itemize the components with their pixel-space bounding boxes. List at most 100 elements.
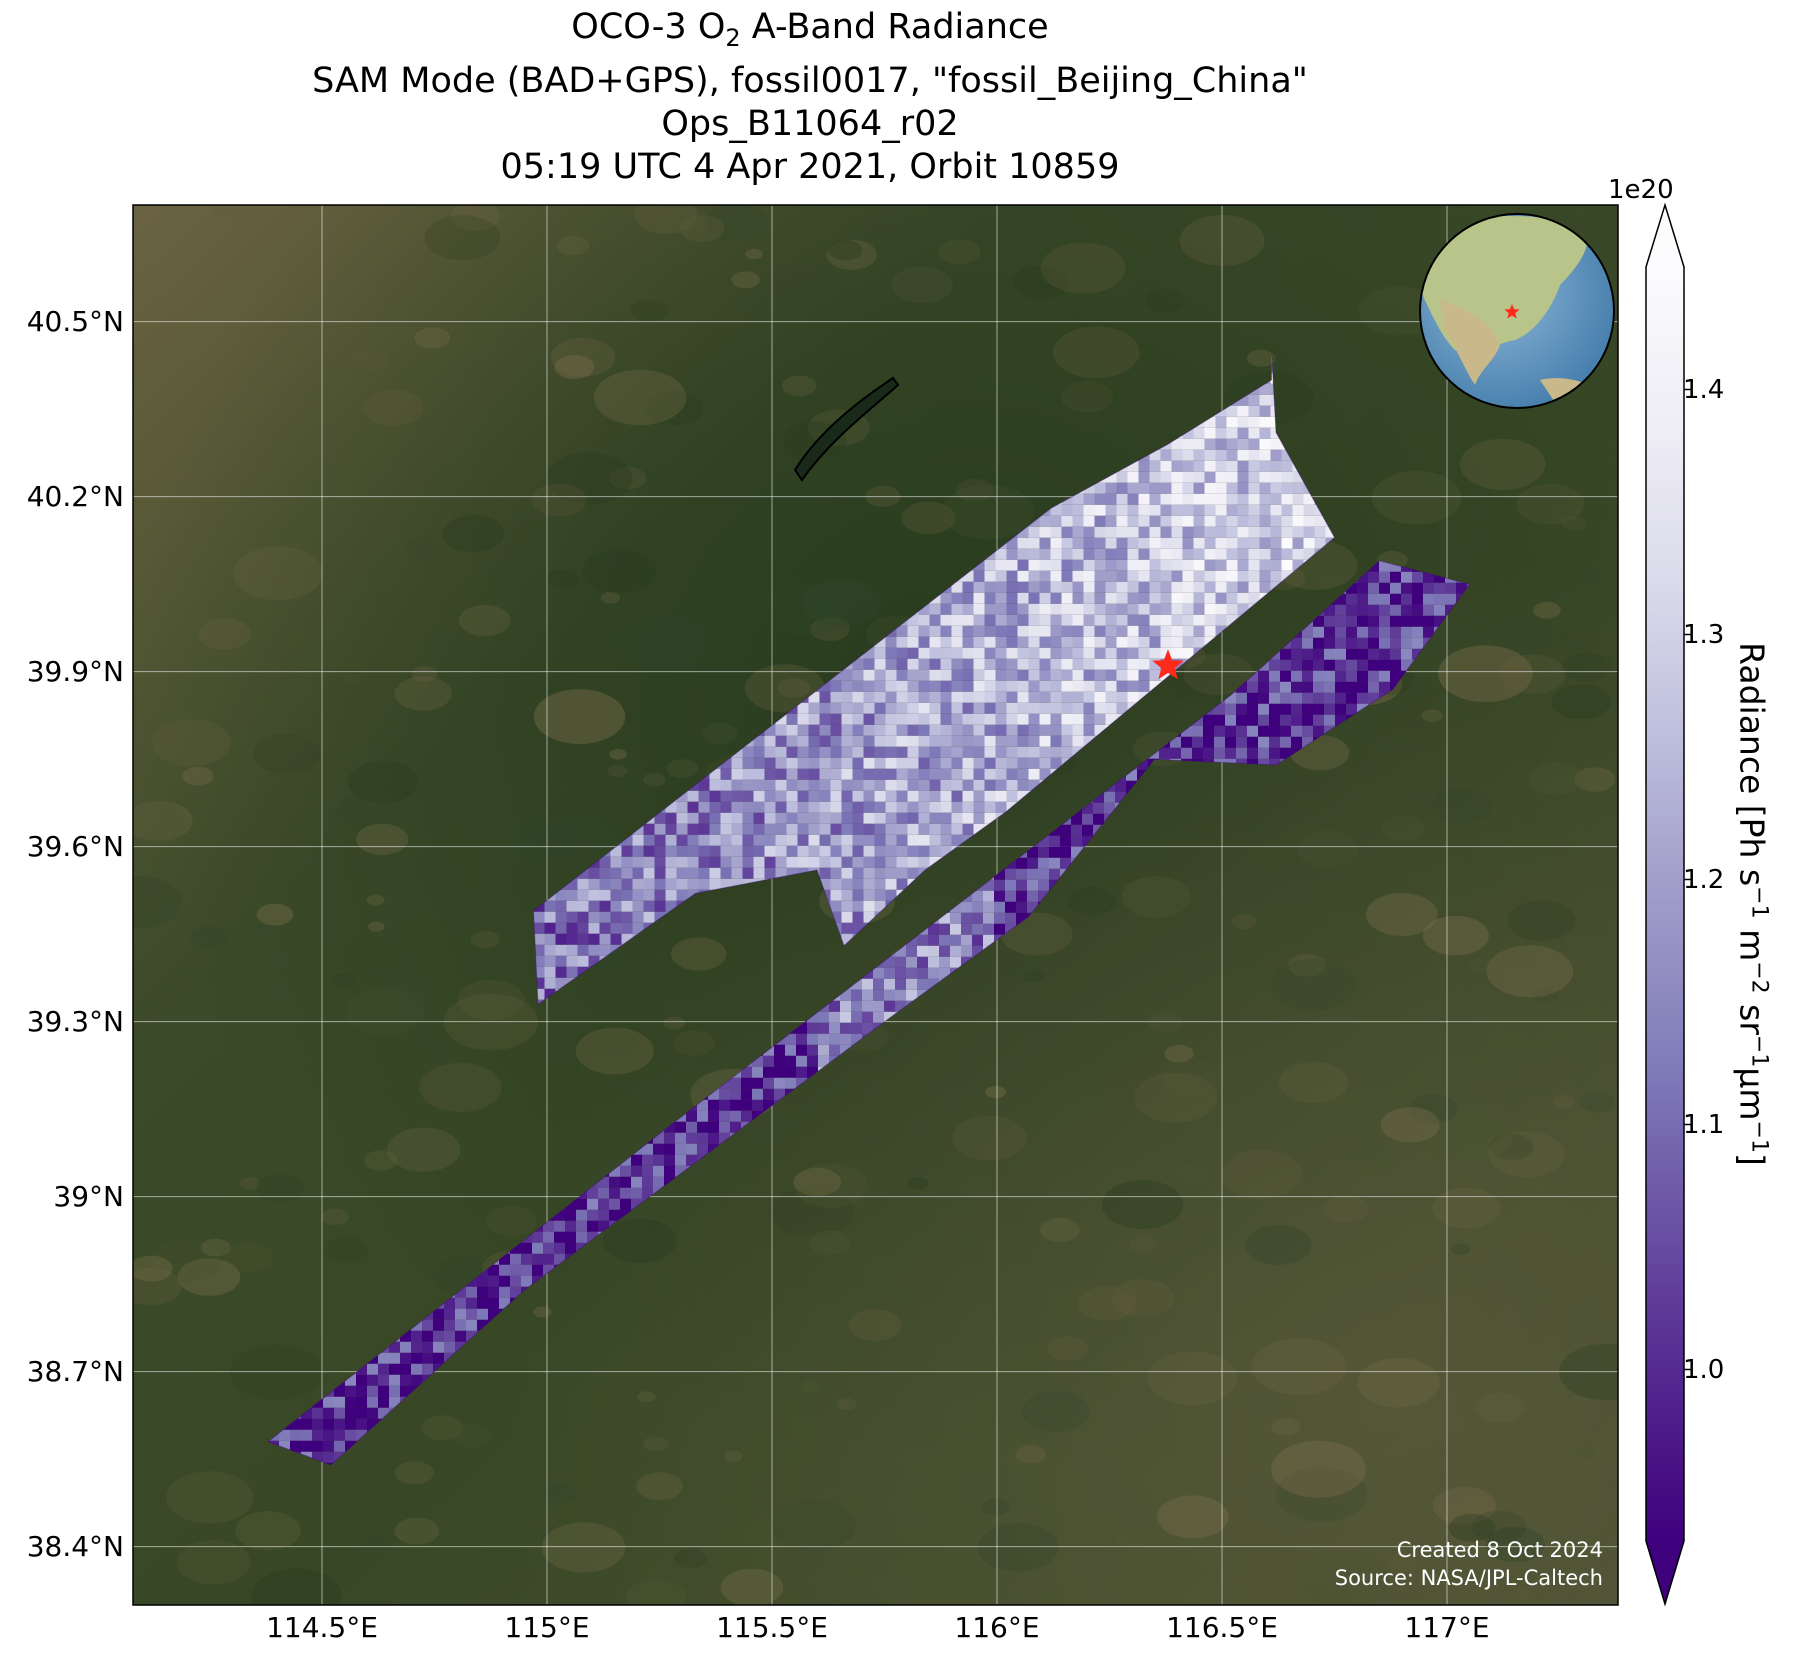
radiance-cell — [874, 636, 886, 648]
radiance-cell — [1204, 515, 1216, 527]
radiance-cell — [1270, 493, 1282, 505]
radiance-cell — [896, 779, 908, 791]
radiance-cell — [676, 823, 688, 835]
radiance-cell — [775, 834, 787, 846]
radiance-cell — [753, 735, 765, 747]
terrain-patch — [133, 1267, 182, 1306]
radiance-cell — [1226, 581, 1238, 593]
radiance-cell — [918, 768, 930, 780]
terrain-patch — [198, 618, 251, 650]
radiance-cell — [830, 801, 842, 813]
terrain-patch — [458, 604, 511, 637]
radiance-cell — [1149, 471, 1161, 483]
radiance-cell — [896, 834, 908, 846]
radiance-cell — [621, 867, 633, 879]
radiance-cell — [830, 713, 842, 725]
radiance-cell — [1149, 636, 1161, 648]
radiance-cell — [1193, 548, 1205, 560]
radiance-cell — [885, 746, 897, 758]
radiance-cell — [676, 812, 688, 824]
radiance-cell — [1215, 548, 1227, 560]
radiance-cell — [676, 845, 688, 857]
terrain-patch — [637, 1391, 656, 1403]
radiance-cell — [1248, 460, 1260, 472]
reservoir-shape — [793, 376, 900, 482]
radiance-cell — [1083, 537, 1095, 549]
radiance-cell — [995, 559, 1007, 571]
radiance-cell — [1138, 625, 1150, 637]
radiance-cell — [852, 845, 864, 857]
radiance-cell — [577, 955, 589, 967]
radiance-cell — [1028, 680, 1040, 692]
radiance-cell — [852, 779, 864, 791]
radiance-cell — [764, 823, 776, 835]
radiance-cell — [621, 834, 633, 846]
radiance-cell — [1061, 647, 1073, 659]
radiance-cell — [786, 834, 798, 846]
radiance-cell — [588, 867, 600, 879]
terrain-patch — [1438, 645, 1533, 703]
radiance-cell — [742, 834, 754, 846]
radiance-cell — [621, 856, 633, 868]
radiance-cell — [1116, 504, 1128, 516]
radiance-cell — [841, 680, 853, 692]
terrain-patch — [1231, 914, 1257, 930]
radiance-cell — [907, 614, 919, 626]
radiance-cell — [654, 911, 666, 923]
radiance-cell — [951, 603, 963, 615]
radiance-cell — [775, 845, 787, 857]
radiance-cell — [665, 889, 677, 901]
radiance-cell — [995, 713, 1007, 725]
radiance-cell — [797, 801, 809, 813]
radiance-cell — [995, 614, 1007, 626]
radiance-cell — [1039, 537, 1051, 549]
radiance-cell — [610, 911, 622, 923]
radiance-cell — [962, 757, 974, 769]
radiance-cell — [885, 713, 897, 725]
radiance-cell — [1028, 548, 1040, 560]
radiance-cell — [1215, 559, 1227, 571]
radiance-cell — [1138, 636, 1150, 648]
radiance-cell — [687, 845, 699, 857]
radiance-cell — [1061, 658, 1073, 670]
radiance-cell — [918, 724, 930, 736]
terrain-patch — [769, 1187, 854, 1238]
radiance-cell — [1237, 526, 1249, 538]
terrain-patch — [133, 876, 182, 929]
radiance-cell — [907, 724, 919, 736]
terrain-patch — [547, 569, 579, 589]
radiance-cell — [610, 867, 622, 879]
radiance-cell — [1204, 416, 1216, 428]
radiance-cell — [1072, 559, 1084, 571]
radiance-cell — [1050, 614, 1062, 626]
radiance-cell — [973, 801, 985, 813]
radiance-cell — [1204, 482, 1216, 494]
radiance-cell — [1072, 691, 1084, 703]
radiance-cell — [841, 867, 853, 879]
radiance-cell — [764, 746, 776, 758]
radiance-cell — [1160, 515, 1172, 527]
radiance-cell — [1039, 746, 1051, 758]
radiance-cell — [973, 757, 985, 769]
radiance-cell — [1248, 537, 1260, 549]
radiance-cell — [918, 603, 930, 615]
radiance-cell — [874, 812, 886, 824]
radiance-cell — [940, 691, 952, 703]
radiance-cell — [896, 724, 908, 736]
radiance-cell — [1072, 526, 1084, 538]
terrain-patch — [545, 452, 633, 505]
terrain-patch — [1060, 381, 1113, 413]
radiance-cell — [863, 680, 875, 692]
radiance-cell — [698, 823, 710, 835]
radiance-cell — [577, 878, 589, 890]
radiance-cell — [1083, 548, 1095, 560]
radiance-cell — [896, 856, 908, 868]
radiance-cell — [1138, 614, 1150, 626]
radiance-cell — [1171, 647, 1183, 659]
radiance-cell — [1259, 438, 1271, 450]
radiance-cell — [995, 724, 1007, 736]
terrain-patch — [1111, 1279, 1175, 1318]
terrain-patch — [1467, 957, 1495, 974]
radiance-cell — [940, 702, 952, 714]
radiance-cell — [1237, 449, 1249, 461]
